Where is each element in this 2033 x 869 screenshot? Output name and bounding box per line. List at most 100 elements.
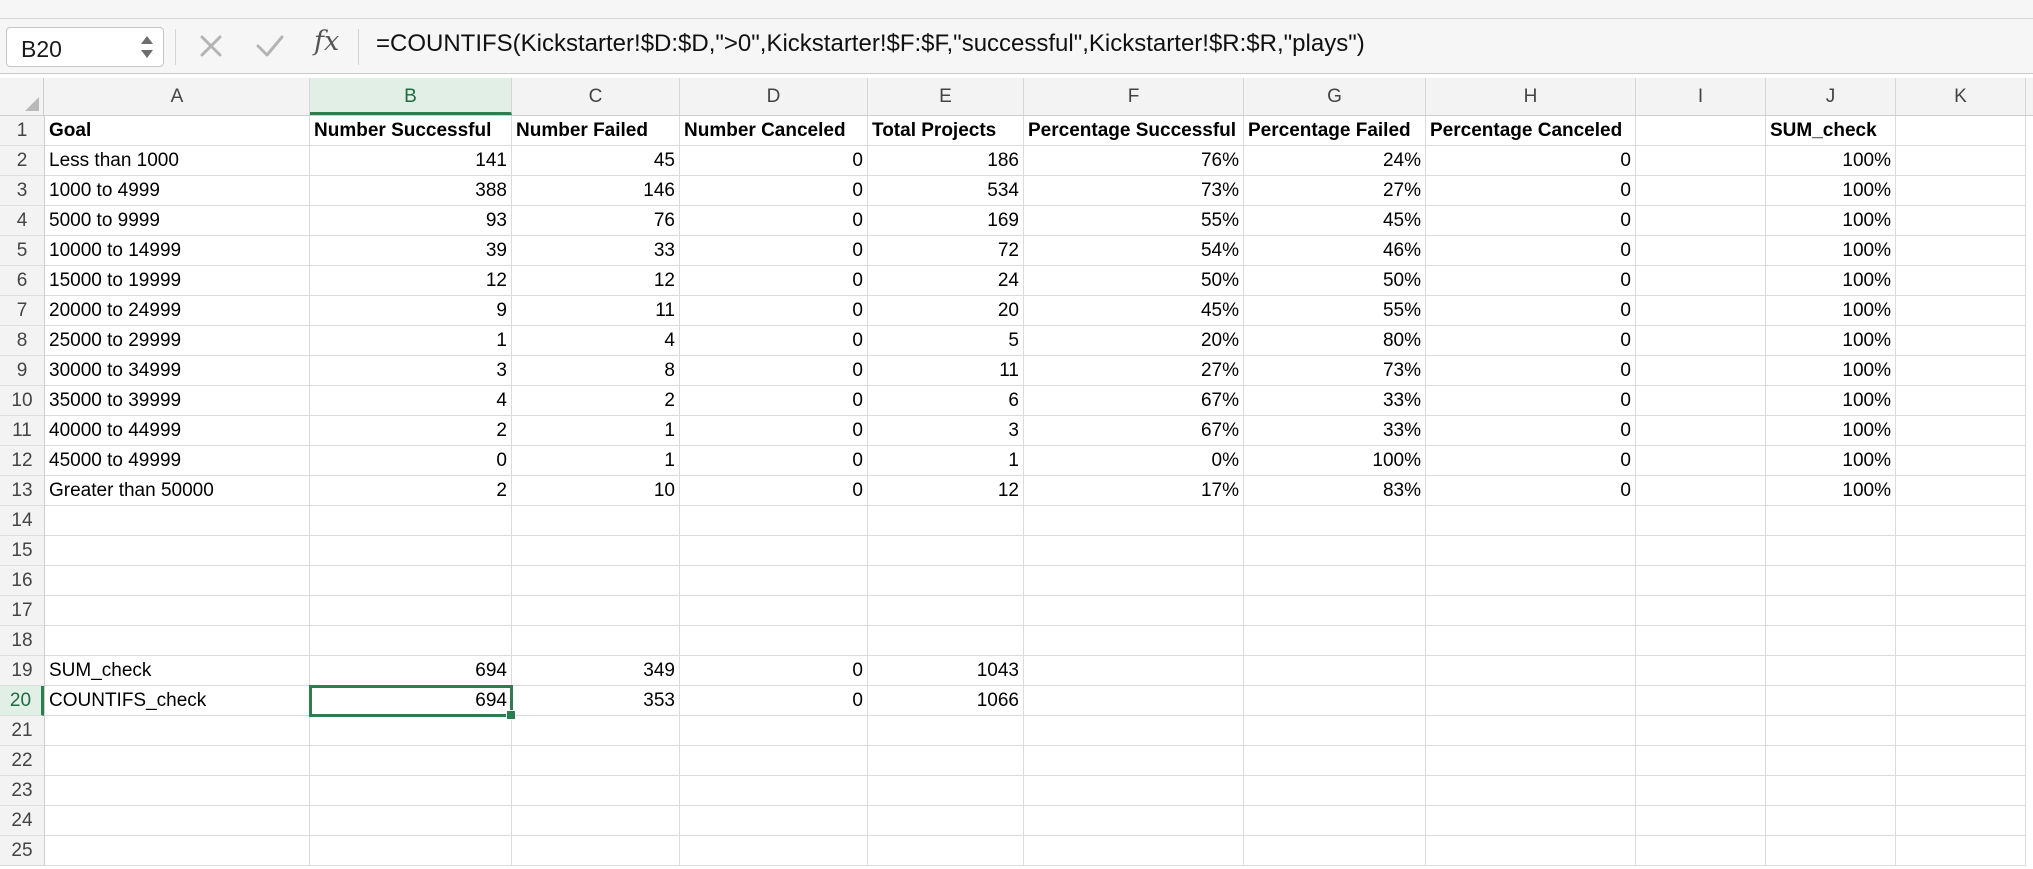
- row-header-3[interactable]: 3: [0, 176, 44, 206]
- cell-b17[interactable]: [310, 596, 512, 626]
- cell-g22[interactable]: [1244, 746, 1426, 776]
- cell-b20[interactable]: 694: [309, 685, 513, 717]
- cell-f6[interactable]: 50%: [1024, 266, 1244, 296]
- row-header-1[interactable]: 1: [0, 116, 44, 146]
- cell-b2[interactable]: 141: [310, 146, 512, 176]
- column-header-k[interactable]: K: [1896, 78, 2026, 115]
- cell-h24[interactable]: [1426, 806, 1636, 836]
- cell-i13[interactable]: [1636, 476, 1766, 506]
- column-header-b[interactable]: B: [310, 78, 512, 115]
- cell-b15[interactable]: [310, 536, 512, 566]
- cell-h13[interactable]: 0: [1426, 476, 1636, 506]
- cell-j3[interactable]: 100%: [1766, 176, 1896, 206]
- column-header-f[interactable]: F: [1024, 78, 1244, 115]
- cell-j10[interactable]: 100%: [1766, 386, 1896, 416]
- cell-d15[interactable]: [680, 536, 868, 566]
- cell-i20[interactable]: [1636, 686, 1766, 716]
- cell-j5[interactable]: 100%: [1766, 236, 1896, 266]
- cell-f10[interactable]: 67%: [1024, 386, 1244, 416]
- cell-i21[interactable]: [1636, 716, 1766, 746]
- row-header-20[interactable]: 20: [0, 686, 44, 716]
- row-header-10[interactable]: 10: [0, 386, 44, 416]
- cell-i7[interactable]: [1636, 296, 1766, 326]
- column-header-j[interactable]: J: [1766, 78, 1896, 115]
- cell-g10[interactable]: 33%: [1244, 386, 1426, 416]
- cell-e7[interactable]: 20: [868, 296, 1024, 326]
- cell-j21[interactable]: [1766, 716, 1896, 746]
- cell-i4[interactable]: [1636, 206, 1766, 236]
- row-header-7[interactable]: 7: [0, 296, 44, 326]
- cell-b11[interactable]: 2: [310, 416, 512, 446]
- row-header-25[interactable]: 25: [0, 836, 44, 866]
- cell-i22[interactable]: [1636, 746, 1766, 776]
- cell-h2[interactable]: 0: [1426, 146, 1636, 176]
- cell-f1[interactable]: Percentage Successful: [1024, 116, 1244, 146]
- cell-k25[interactable]: [1896, 836, 2026, 866]
- cell-e18[interactable]: [868, 626, 1024, 656]
- cell-e10[interactable]: 6: [868, 386, 1024, 416]
- cell-j2[interactable]: 100%: [1766, 146, 1896, 176]
- cell-i17[interactable]: [1636, 596, 1766, 626]
- cell-a6[interactable]: 15000 to 19999: [45, 266, 310, 296]
- cell-h17[interactable]: [1426, 596, 1636, 626]
- row-header-24[interactable]: 24: [0, 806, 44, 836]
- cell-d17[interactable]: [680, 596, 868, 626]
- cell-h6[interactable]: 0: [1426, 266, 1636, 296]
- cell-g24[interactable]: [1244, 806, 1426, 836]
- cell-i19[interactable]: [1636, 656, 1766, 686]
- cell-j18[interactable]: [1766, 626, 1896, 656]
- cell-d24[interactable]: [680, 806, 868, 836]
- cell-h21[interactable]: [1426, 716, 1636, 746]
- cell-h11[interactable]: 0: [1426, 416, 1636, 446]
- column-header-a[interactable]: A: [45, 78, 310, 115]
- cell-k2[interactable]: [1896, 146, 2026, 176]
- cell-i23[interactable]: [1636, 776, 1766, 806]
- cell-b8[interactable]: 1: [310, 326, 512, 356]
- cell-j16[interactable]: [1766, 566, 1896, 596]
- cell-k24[interactable]: [1896, 806, 2026, 836]
- cell-d18[interactable]: [680, 626, 868, 656]
- cell-c23[interactable]: [512, 776, 680, 806]
- cell-j15[interactable]: [1766, 536, 1896, 566]
- cell-e6[interactable]: 24: [868, 266, 1024, 296]
- cell-g7[interactable]: 55%: [1244, 296, 1426, 326]
- cell-a8[interactable]: 25000 to 29999: [45, 326, 310, 356]
- cell-e15[interactable]: [868, 536, 1024, 566]
- cell-h23[interactable]: [1426, 776, 1636, 806]
- cell-a9[interactable]: 30000 to 34999: [45, 356, 310, 386]
- row-header-14[interactable]: 14: [0, 506, 44, 536]
- cell-c4[interactable]: 76: [512, 206, 680, 236]
- cell-d2[interactable]: 0: [680, 146, 868, 176]
- cell-f21[interactable]: [1024, 716, 1244, 746]
- column-header-e[interactable]: E: [868, 78, 1024, 115]
- cell-j8[interactable]: 100%: [1766, 326, 1896, 356]
- cell-c12[interactable]: 1: [512, 446, 680, 476]
- cell-b23[interactable]: [310, 776, 512, 806]
- cell-k3[interactable]: [1896, 176, 2026, 206]
- cell-f14[interactable]: [1024, 506, 1244, 536]
- cell-d6[interactable]: 0: [680, 266, 868, 296]
- cell-c13[interactable]: 10: [512, 476, 680, 506]
- cell-f19[interactable]: [1024, 656, 1244, 686]
- cell-a14[interactable]: [45, 506, 310, 536]
- cell-c21[interactable]: [512, 716, 680, 746]
- cell-c8[interactable]: 4: [512, 326, 680, 356]
- cell-d12[interactable]: 0: [680, 446, 868, 476]
- cell-a17[interactable]: [45, 596, 310, 626]
- cell-k11[interactable]: [1896, 416, 2026, 446]
- cell-b22[interactable]: [310, 746, 512, 776]
- cell-g1[interactable]: Percentage Failed: [1244, 116, 1426, 146]
- cell-k16[interactable]: [1896, 566, 2026, 596]
- cell-f13[interactable]: 17%: [1024, 476, 1244, 506]
- cell-b7[interactable]: 9: [310, 296, 512, 326]
- cell-d20[interactable]: 0: [680, 686, 868, 716]
- cell-c25[interactable]: [512, 836, 680, 866]
- cell-i6[interactable]: [1636, 266, 1766, 296]
- cell-c11[interactable]: 1: [512, 416, 680, 446]
- cell-j19[interactable]: [1766, 656, 1896, 686]
- cell-b9[interactable]: 3: [310, 356, 512, 386]
- cell-c20[interactable]: 353: [512, 686, 680, 716]
- cell-c7[interactable]: 11: [512, 296, 680, 326]
- fx-icon[interactable]: 𝑓𝑥: [314, 26, 340, 57]
- cell-h10[interactable]: 0: [1426, 386, 1636, 416]
